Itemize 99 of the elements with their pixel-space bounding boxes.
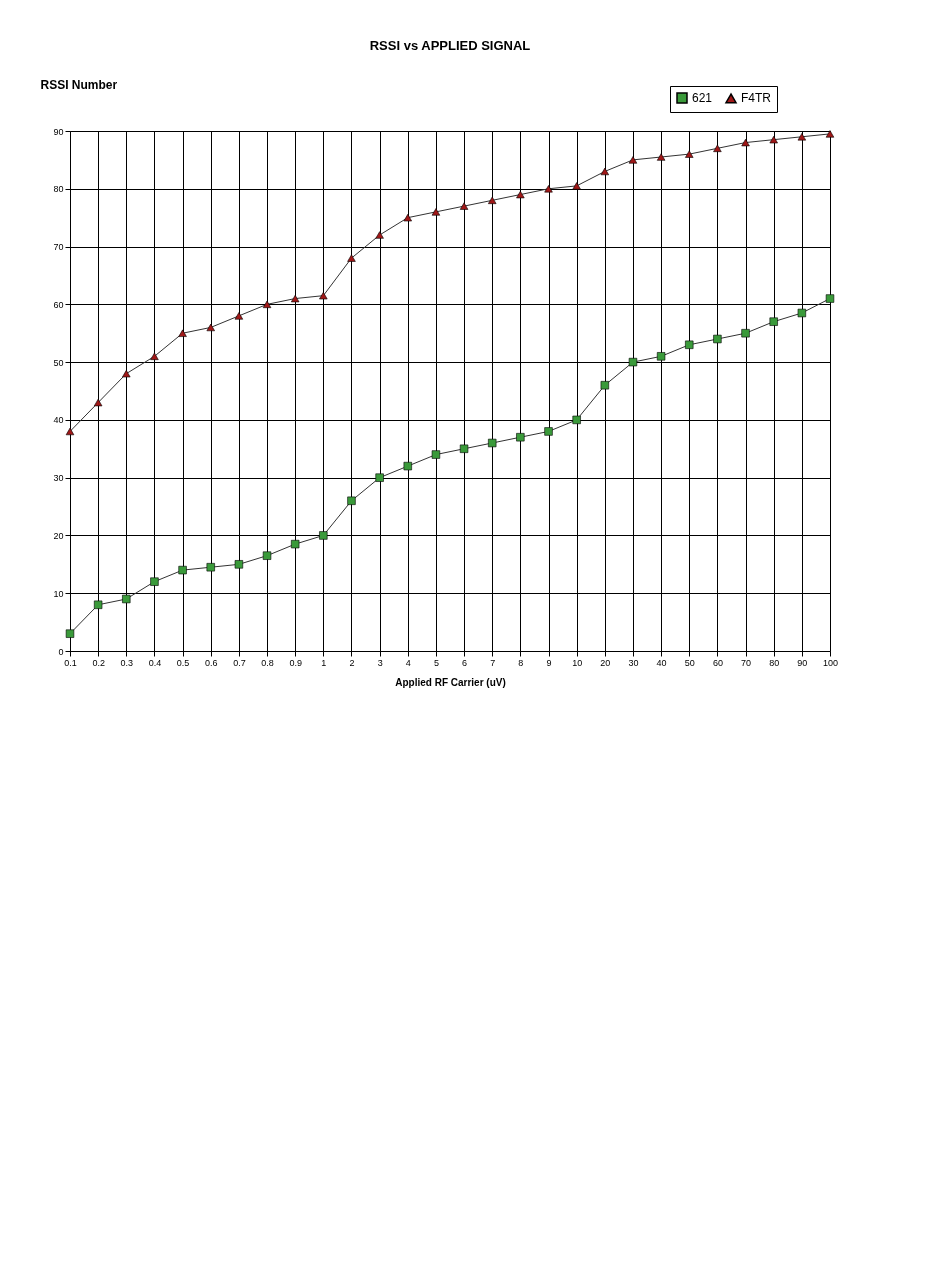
x-tick-label: 0.4 — [148, 657, 162, 668]
x-tick-label: 0.6 — [204, 657, 218, 668]
point — [319, 531, 328, 540]
x-tick-label: 0.8 — [261, 657, 274, 668]
x-axis-title: Applied RF Carrier (uV) — [395, 676, 506, 688]
point — [431, 450, 441, 459]
x-tick-label: 9 — [546, 657, 552, 668]
x-tick-label: 100 — [822, 657, 839, 668]
point — [122, 594, 131, 604]
legend-label: F4TR — [741, 91, 772, 106]
point — [431, 208, 441, 216]
point — [93, 600, 103, 609]
y-tick-label: 60 — [53, 299, 64, 310]
point — [488, 196, 497, 204]
x-tick-label: 90 — [797, 657, 808, 668]
point — [206, 563, 215, 572]
chart-title: RSSI vs APPLIED SIGNAL — [369, 38, 531, 53]
x-tick-label: 0.5 — [176, 657, 190, 668]
point — [93, 398, 103, 407]
point — [685, 150, 694, 158]
point — [347, 254, 356, 262]
y-axis-title: RSSI Number — [40, 77, 118, 92]
point — [713, 144, 722, 152]
x-tick-label: 0.3 — [120, 657, 134, 668]
x-tick-label: 7 — [490, 657, 496, 668]
point — [656, 153, 666, 161]
point — [234, 560, 244, 569]
point — [825, 130, 835, 138]
x-tick-label: 6 — [462, 657, 468, 668]
x-tick-label: 5 — [433, 657, 439, 668]
point — [516, 433, 525, 442]
point — [291, 539, 300, 549]
y-tick-label: 30 — [53, 473, 64, 484]
point — [403, 214, 412, 222]
y-tick-label: 90 — [53, 126, 64, 137]
x-tick-label: 20 — [600, 657, 611, 668]
y-tick-label: 10 — [53, 588, 64, 599]
y-tick-label: 40 — [53, 415, 64, 426]
y-tick-label: 0 — [58, 646, 64, 657]
x-tick-label: 0.2 — [92, 657, 105, 668]
y-tick-label: 70 — [53, 242, 64, 253]
point — [769, 136, 778, 144]
point — [600, 167, 609, 176]
point — [459, 202, 469, 210]
point — [572, 415, 581, 425]
point — [600, 381, 609, 390]
x-tick-label: 4 — [405, 657, 411, 668]
point — [375, 231, 384, 239]
point — [178, 329, 187, 337]
x-tick-label: 70 — [741, 657, 752, 668]
y-tick-label: 50 — [53, 357, 64, 368]
point — [741, 329, 750, 338]
point — [741, 138, 750, 147]
point — [178, 565, 187, 575]
point — [685, 340, 694, 349]
x-tick-label: 0.9 — [289, 657, 302, 668]
y-tick-label: 20 — [53, 530, 64, 541]
point — [516, 190, 525, 199]
point — [656, 352, 666, 361]
point — [544, 427, 553, 436]
point — [459, 444, 469, 453]
point — [291, 294, 300, 303]
point — [628, 156, 638, 164]
point — [825, 294, 835, 303]
point — [797, 308, 807, 318]
x-tick-label: 60 — [712, 657, 723, 668]
x-tick-label: 8 — [518, 657, 524, 668]
point — [206, 323, 215, 332]
legend-label: 621 — [692, 91, 713, 105]
point — [572, 182, 581, 190]
point — [262, 551, 272, 560]
x-tick-label: 50 — [684, 657, 695, 668]
point — [797, 133, 807, 141]
x-tick-label: 30 — [628, 657, 639, 668]
point — [65, 427, 75, 436]
x-tick-label: 3 — [377, 657, 383, 668]
x-tick-label: 0.1 — [64, 657, 77, 668]
point — [713, 334, 722, 344]
point — [347, 496, 356, 505]
point — [122, 370, 131, 378]
point — [262, 300, 272, 308]
point — [488, 438, 497, 448]
point — [319, 292, 328, 300]
point — [234, 312, 244, 320]
point — [628, 357, 638, 367]
point — [769, 317, 778, 326]
point — [65, 629, 75, 638]
x-tick-label: 40 — [656, 657, 667, 668]
x-tick-label: 2 — [349, 657, 355, 668]
x-tick-label: 10 — [572, 657, 583, 668]
point — [150, 577, 159, 586]
point — [544, 185, 553, 193]
point — [403, 461, 412, 471]
point — [375, 473, 384, 482]
x-tick-label: 0.7 — [233, 657, 246, 668]
y-tick-label: 80 — [53, 184, 64, 195]
x-tick-label: 80 — [769, 657, 780, 668]
point — [150, 352, 159, 360]
x-tick-label: 1 — [321, 657, 327, 668]
